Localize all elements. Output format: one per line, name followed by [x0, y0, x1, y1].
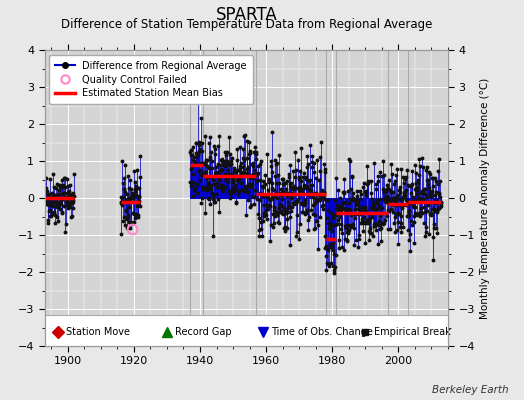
Text: Difference of Station Temperature Data from Regional Average: Difference of Station Temperature Data f…	[61, 18, 432, 31]
Text: Berkeley Earth: Berkeley Earth	[432, 385, 508, 395]
Bar	[45, 314, 448, 346]
Text: SPARTA: SPARTA	[215, 6, 277, 24]
Text: Station Move: Station Move	[66, 327, 130, 337]
Text: Record Gap: Record Gap	[175, 327, 232, 337]
Legend: Difference from Regional Average, Quality Control Failed, Estimated Station Mean: Difference from Regional Average, Qualit…	[49, 55, 253, 104]
Text: Time of Obs. Change: Time of Obs. Change	[271, 327, 373, 337]
Y-axis label: Monthly Temperature Anomaly Difference (°C): Monthly Temperature Anomaly Difference (…	[481, 77, 490, 319]
Text: Empirical Break: Empirical Break	[374, 327, 450, 337]
